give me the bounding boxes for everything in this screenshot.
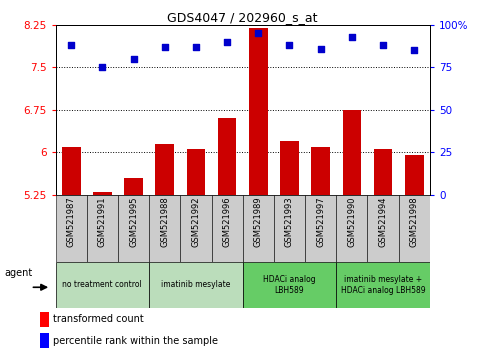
Bar [305,195,336,262]
Bar [249,28,268,195]
Text: GSM521993: GSM521993 [285,197,294,247]
Point [223,39,231,45]
Text: agent: agent [4,268,33,279]
Text: GSM521998: GSM521998 [410,197,419,247]
Text: HDACi analog
LBH589: HDACi analog LBH589 [263,275,316,295]
Point [67,42,75,48]
Bar [342,110,361,195]
Bar [218,118,237,195]
Bar [212,195,242,262]
Point [129,56,137,62]
Text: GSM521988: GSM521988 [160,197,169,247]
Bar [149,195,180,262]
Bar [118,195,149,262]
Bar [405,155,424,195]
Bar [368,195,398,262]
Bar [336,262,430,308]
Bar [186,149,205,195]
Bar [87,195,118,262]
Text: imatinib mesylate +
HDACi analog LBH589: imatinib mesylate + HDACi analog LBH589 [341,275,426,295]
Bar [156,144,174,195]
Bar [180,195,212,262]
Text: percentile rank within the sample: percentile rank within the sample [53,336,218,346]
Text: GSM521992: GSM521992 [191,197,200,247]
Bar [40,333,49,348]
Text: no treatment control: no treatment control [62,280,142,290]
Bar [56,262,149,308]
Point [99,64,106,70]
Bar [124,178,143,195]
Text: GSM521990: GSM521990 [347,197,356,247]
Point [379,42,387,48]
Bar [242,262,336,308]
Text: GSM521996: GSM521996 [223,197,232,247]
Point [317,46,325,51]
Bar [398,195,430,262]
Text: GSM521995: GSM521995 [129,197,138,247]
Bar [40,312,49,327]
Bar [274,195,305,262]
Bar [280,141,299,195]
Bar [62,147,81,195]
Text: imatinib mesylate: imatinib mesylate [161,280,230,290]
Bar [374,149,392,195]
Text: GSM521987: GSM521987 [67,197,76,247]
Bar [312,147,330,195]
Text: GSM521997: GSM521997 [316,197,325,247]
Bar [242,195,274,262]
Text: transformed count: transformed count [53,314,144,325]
Text: GSM521991: GSM521991 [98,197,107,247]
Point [255,30,262,36]
Text: GSM521989: GSM521989 [254,197,263,247]
Bar [56,195,87,262]
Point [161,44,169,50]
Point [411,47,418,53]
Title: GDS4047 / 202960_s_at: GDS4047 / 202960_s_at [168,11,318,24]
Bar [336,195,368,262]
Point [192,44,200,50]
Text: GSM521994: GSM521994 [379,197,387,247]
Bar [149,262,242,308]
Point [348,34,356,40]
Bar [93,192,112,195]
Point [285,42,293,48]
